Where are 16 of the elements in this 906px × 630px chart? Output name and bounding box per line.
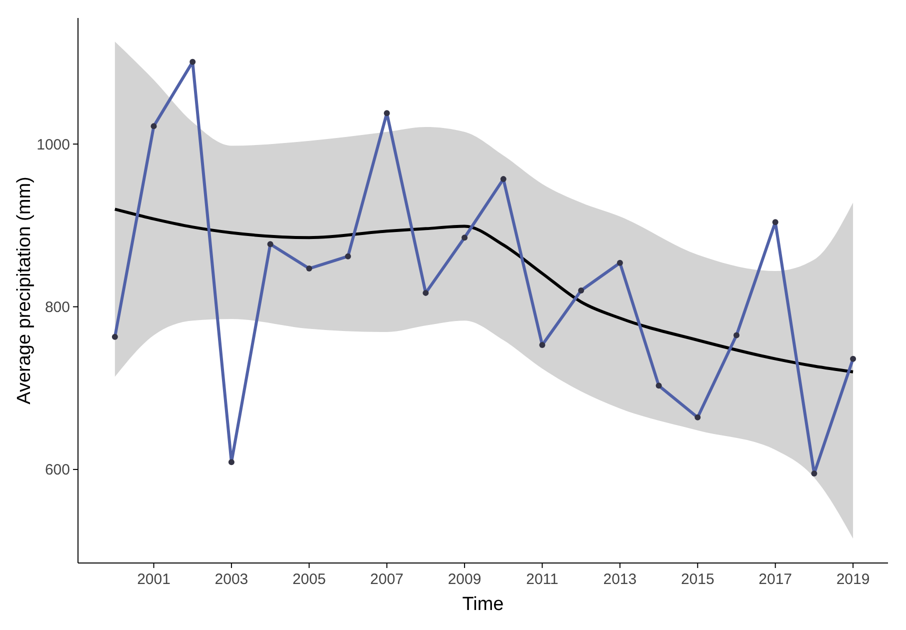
line-series bbox=[113, 208, 855, 374]
y-tick-label: 800 bbox=[44, 299, 70, 316]
x-tick-label: 2015 bbox=[680, 571, 714, 588]
y-axis-title: Average precipitation (mm) bbox=[14, 176, 35, 404]
x-tick-label: 2005 bbox=[292, 571, 326, 588]
x-tick-label: 2003 bbox=[214, 571, 248, 588]
x-tick-label: 2001 bbox=[137, 571, 170, 588]
x-tick-label: 2011 bbox=[526, 571, 558, 588]
x-tick-label: 2007 bbox=[370, 571, 404, 588]
x-tick-label: 2017 bbox=[758, 571, 792, 588]
x-axis-title: Time bbox=[462, 594, 504, 615]
x-tick-label: 2013 bbox=[603, 571, 637, 588]
y-tick-label: 1000 bbox=[36, 136, 70, 154]
y-tick-label: 600 bbox=[44, 462, 70, 479]
x-tick-label: 2009 bbox=[448, 571, 482, 588]
x-tick-label: 2019 bbox=[836, 571, 870, 588]
